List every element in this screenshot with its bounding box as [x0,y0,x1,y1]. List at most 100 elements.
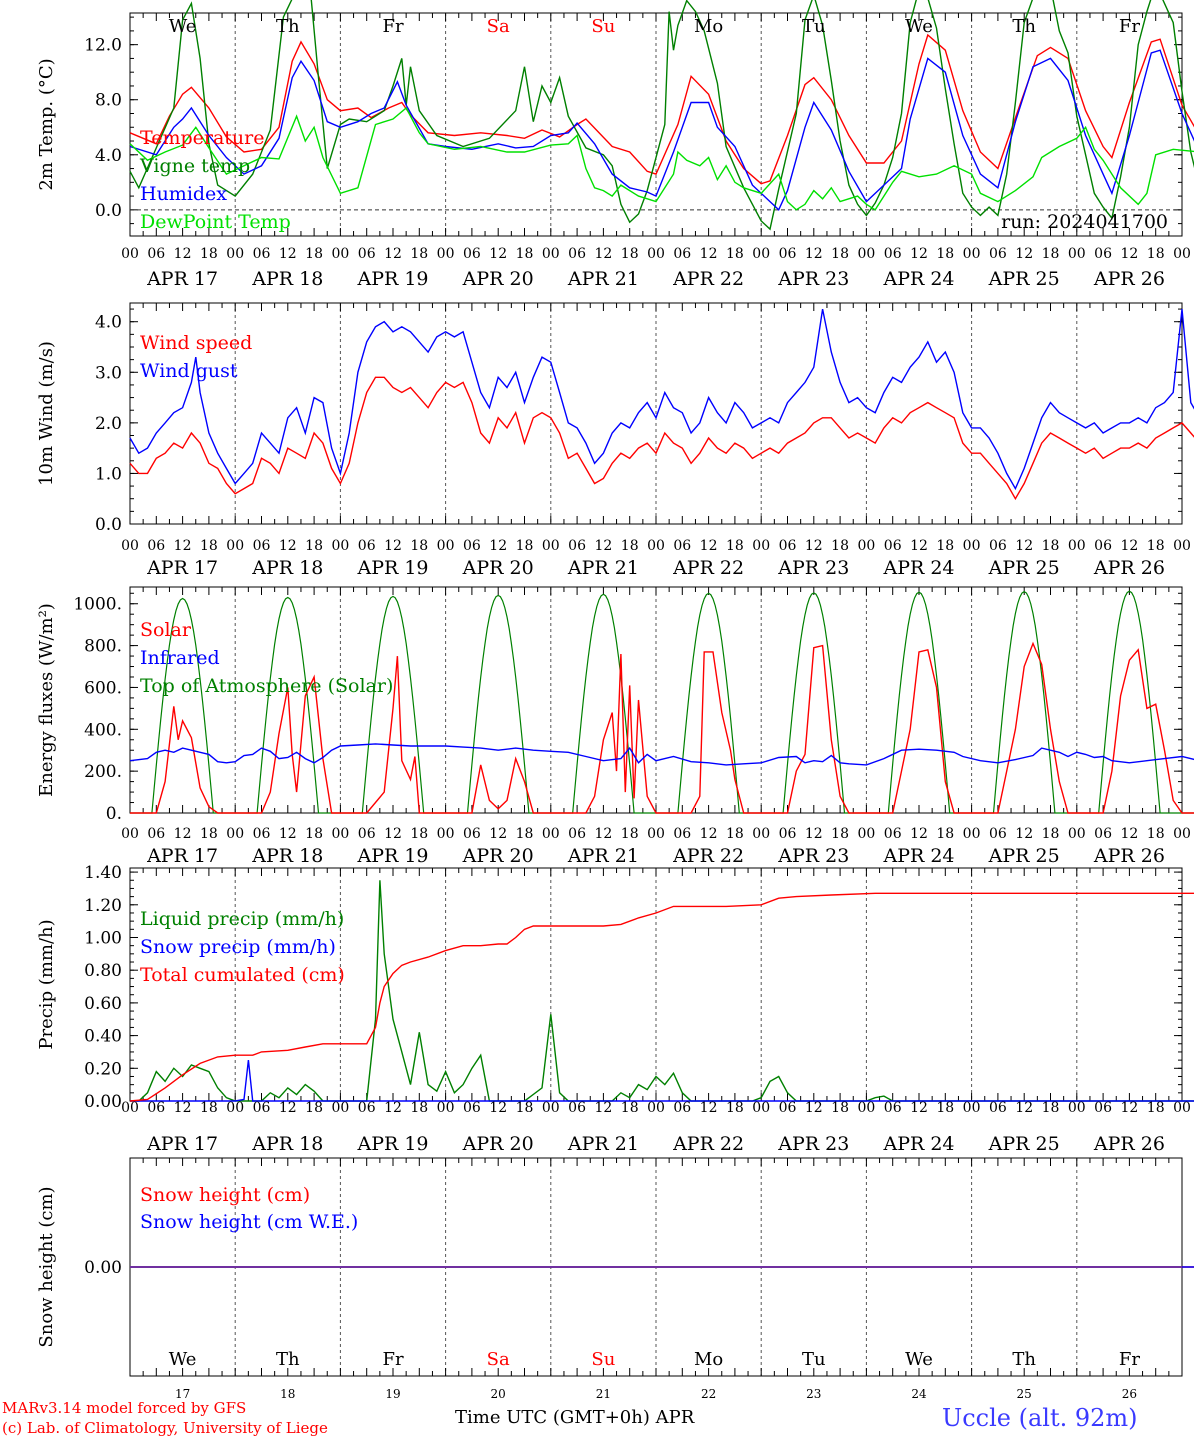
weekday-label: Fr [382,16,403,37]
hour-tick-label: 18 [1042,1100,1060,1116]
day-label: APR 26 [1093,845,1165,867]
hour-tick-label: 06 [253,538,271,554]
hour-tick-label: 12 [805,538,823,554]
hour-tick-label: 18 [305,538,323,554]
day-label: APR 22 [672,1133,744,1155]
hour-tick-label: 00 [857,246,875,262]
hour-tick-label: 18 [200,826,218,842]
hour-tick-label: 06 [463,826,481,842]
day-number-label: 18 [280,1387,295,1401]
hour-tick-label: 00 [647,826,665,842]
weekday-label: Tu [802,1349,826,1370]
hour-tick-label: 00 [1173,538,1191,554]
hour-tick-label: 06 [779,826,797,842]
hour-tick-label: 00 [647,538,665,554]
weekday-label: Th [1012,1349,1036,1370]
hour-tick-label: 00 [857,538,875,554]
hour-tick-label: 00 [752,246,770,262]
legend-entry: Top of Atmosphere (Solar) [140,675,393,697]
panel-wind [129,302,1194,525]
hour-tick-label: 18 [726,826,744,842]
hour-tick-label: 06 [568,246,586,262]
station-label: Uccle (alt. 92m) [942,1404,1138,1432]
weekday-label: Th [1012,16,1036,37]
hour-tick-label: 00 [1068,826,1086,842]
hour-tick-label: 00 [1173,1100,1191,1116]
day-number-label: 22 [701,1387,716,1401]
panel-temperature [129,0,1194,237]
hour-tick-label: 12 [279,246,297,262]
y-tick-label: 4.0 [95,313,122,333]
hour-tick-label: 12 [805,826,823,842]
hour-tick-label: 00 [437,246,455,262]
y-tick-label: 600. [84,678,122,698]
weekday-label: We [169,1349,197,1370]
hour-tick-label: 12 [489,538,507,554]
time-axis-text: Time UTC (GMT+0h) [455,1407,650,1428]
day-label: APR 17 [146,845,218,867]
day-label: APR 26 [1093,268,1165,290]
hour-tick-label: 00 [542,538,560,554]
hour-tick-label: 00 [963,538,981,554]
day-label: APR 25 [988,1133,1060,1155]
hour-tick-label: 18 [831,538,849,554]
hour-tick-label: 18 [621,538,639,554]
day-label: APR 20 [462,557,534,579]
hour-tick-label: 00 [752,538,770,554]
weekday-label: Su [591,1349,615,1370]
hour-tick-label: 12 [910,826,928,842]
hour-tick-label: 06 [884,246,902,262]
hour-tick-label: 12 [1120,1100,1138,1116]
y-axis-label: Precip (mm/h) [36,919,57,1049]
hour-tick-label: 12 [384,826,402,842]
hour-tick-label: 06 [989,538,1007,554]
hour-tick-label: 00 [542,1100,560,1116]
day-label: APR 18 [251,1133,323,1155]
day-label: APR 18 [251,845,323,867]
series-infrared-line [129,743,1194,766]
hour-tick-label: 18 [305,826,323,842]
hour-tick-label: 12 [279,1100,297,1116]
series-humidex-line [129,49,1194,211]
hour-tick-label: 06 [989,1100,1007,1116]
hour-tick-label: 00 [226,246,244,262]
hour-tick-label: 12 [700,246,718,262]
weekday-label: We [169,16,197,37]
hour-tick-label: 12 [1120,826,1138,842]
day-label: APR 25 [988,557,1060,579]
hour-tick-label: 18 [831,826,849,842]
y-tick-label: 0. [106,804,122,824]
hour-tick-label: 00 [752,826,770,842]
day-number-label: 20 [491,1387,506,1401]
weekday-label: Sa [487,1349,510,1370]
hour-tick-label: 18 [831,1100,849,1116]
hour-tick-label: 18 [726,538,744,554]
hour-tick-label: 18 [516,538,534,554]
series-liquid-precip-mm-h-line [130,880,1194,1102]
weekday-label: Sa [487,16,510,37]
hour-tick-label: 06 [463,538,481,554]
series-solar-line [130,641,1194,814]
hour-tick-label: 12 [910,1100,928,1116]
legend-entry: Humidex [140,183,227,205]
hour-tick-label: 18 [516,246,534,262]
hour-tick-label: 18 [621,826,639,842]
day-label: APR 24 [882,557,954,579]
hour-tick-label: 18 [305,1100,323,1116]
weekday-label: Fr [1119,1349,1140,1370]
hour-tick-label: 06 [358,826,376,842]
day-label: APR 17 [146,1133,218,1155]
hour-tick-label: 18 [516,826,534,842]
y-tick-label: 1.20 [84,896,122,916]
weekday-label: Mo [694,16,723,37]
hour-tick-label: 18 [1147,246,1165,262]
day-label: APR 23 [777,1133,849,1155]
hour-tick-label: 18 [726,246,744,262]
day-label: APR 21 [567,557,639,579]
day-label: APR 21 [567,1133,639,1155]
hour-tick-label: 00 [1068,246,1086,262]
y-tick-label: 12.0 [84,36,122,56]
hour-tick-label: 12 [1015,826,1033,842]
y-tick-label: 8.0 [95,91,122,111]
